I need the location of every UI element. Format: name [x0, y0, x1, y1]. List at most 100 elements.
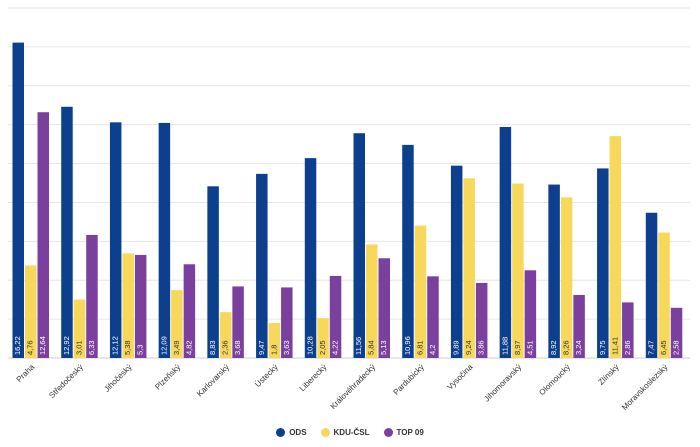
x-tick-label: Jihočeský: [102, 363, 133, 394]
bar[interactable]: [597, 168, 609, 358]
bar[interactable]: [658, 232, 670, 358]
bar[interactable]: [414, 225, 427, 358]
bar[interactable]: [73, 299, 86, 358]
bar[interactable]: [232, 286, 244, 358]
x-tick-label: Královéhradecký: [329, 363, 378, 412]
bar[interactable]: [158, 122, 171, 358]
bar[interactable]: [427, 276, 439, 358]
legend-item-top09[interactable]: TOP 09: [383, 427, 424, 437]
gridlines: [8, 7, 690, 359]
data-label: 6,33: [87, 340, 96, 355]
legend: ODS KDU-ČSL TOP 09: [0, 423, 700, 441]
bar[interactable]: [61, 106, 73, 358]
bar[interactable]: [122, 253, 134, 358]
bar[interactable]: [256, 173, 268, 358]
data-label: 10,28: [306, 336, 315, 355]
bar[interactable]: [353, 133, 366, 358]
data-label: 1,8: [269, 345, 278, 355]
data-label: 2,86: [623, 340, 632, 355]
data-label: 3,63: [282, 340, 291, 355]
bar[interactable]: [450, 165, 463, 358]
bar[interactable]: [109, 122, 122, 358]
data-label: 5,84: [367, 340, 376, 355]
bar[interactable]: [37, 112, 50, 358]
data-label: 10,96: [403, 336, 412, 355]
bar[interactable]: [463, 178, 475, 358]
legend-label-ods: ODS: [289, 427, 307, 437]
bar[interactable]: [573, 295, 585, 358]
bar[interactable]: [317, 318, 329, 358]
x-tick-label: Liberecký: [298, 363, 329, 394]
x-tick-label: Vysočina: [445, 362, 474, 391]
data-label: 11,41: [610, 337, 619, 355]
bar[interactable]: [12, 42, 25, 359]
bar[interactable]: [609, 136, 622, 358]
data-label: 12,12: [111, 336, 120, 355]
x-tick-label: Olomoucký: [537, 363, 572, 398]
legend-swatch-ods: [276, 427, 286, 437]
bar[interactable]: [512, 183, 524, 358]
data-label: 3,86: [477, 340, 486, 355]
bar[interactable]: [207, 186, 219, 358]
bar[interactable]: [378, 258, 391, 358]
data-label: 5,3: [136, 345, 145, 355]
x-tick-labels: Praha Středočeský Jihočeský Plzeňský Karlova…: [15, 362, 670, 412]
x-tick-label: Moravskoslezský: [620, 363, 669, 412]
data-label: 2,36: [221, 340, 230, 355]
bar[interactable]: [329, 275, 342, 358]
bar[interactable]: [366, 244, 378, 358]
chart: 16,22 4,76 12,64 12,92 3,01 6,33 12,12 5,38 5,3 1…: [8, 7, 690, 412]
bar[interactable]: [171, 290, 183, 358]
data-label: 16,22: [13, 336, 22, 355]
x-tick-label: Zlínský: [596, 363, 620, 387]
bar[interactable]: [670, 307, 683, 358]
data-label: 4,2: [428, 345, 437, 355]
data-label: 7,47: [647, 340, 656, 355]
bar[interactable]: [622, 302, 634, 358]
data-label: 9,47: [257, 340, 266, 355]
bar[interactable]: [183, 264, 196, 358]
data-label: 3,49: [172, 340, 181, 355]
legend-label-kdu: KDU-ČSL: [333, 427, 370, 437]
data-label: 11,88: [500, 337, 509, 355]
bar[interactable]: [25, 265, 37, 358]
data-label: 5,13: [379, 340, 388, 355]
data-label: 4,51: [525, 340, 534, 355]
bar[interactable]: [86, 234, 98, 358]
data-label: 3,24: [574, 340, 583, 355]
bar[interactable]: [402, 144, 414, 358]
data-label: 6,81: [415, 340, 424, 355]
data-label: 12,64: [38, 336, 47, 355]
x-tick-label: Plzeňský: [153, 363, 182, 392]
data-label: 9,75: [598, 340, 607, 355]
x-tick-label: Karlovarský: [195, 363, 231, 399]
bar[interactable]: [268, 323, 281, 358]
bars: [12, 42, 683, 359]
bar[interactable]: [645, 212, 658, 358]
x-tick-label: Jihomoravský: [482, 363, 523, 404]
data-label: 8,92: [549, 340, 558, 355]
legend-item-kdu[interactable]: KDU-ČSL: [320, 427, 370, 437]
data-label: 3,01: [74, 340, 83, 355]
bar[interactable]: [524, 270, 537, 358]
data-label: 4,22: [331, 340, 340, 355]
data-label: 8,97: [513, 340, 522, 355]
bar[interactable]: [281, 287, 293, 358]
data-label: 4,76: [26, 340, 35, 355]
bar[interactable]: [560, 197, 573, 358]
data-label: 5,38: [123, 340, 132, 355]
legend-item-ods[interactable]: ODS: [276, 427, 307, 437]
bar[interactable]: [304, 158, 317, 358]
bar[interactable]: [548, 184, 560, 358]
x-tick-label: Praha: [15, 362, 37, 384]
data-label: 3,68: [233, 340, 242, 355]
bar[interactable]: [219, 312, 232, 358]
bar[interactable]: [475, 282, 488, 358]
data-label: 11,56: [354, 337, 363, 355]
data-label: 2,05: [318, 340, 327, 355]
legend-swatch-kdu: [320, 427, 330, 437]
legend-swatch-top09: [383, 427, 393, 437]
data-label: 4,82: [184, 340, 193, 355]
bar[interactable]: [134, 254, 147, 358]
bar[interactable]: [499, 127, 512, 358]
